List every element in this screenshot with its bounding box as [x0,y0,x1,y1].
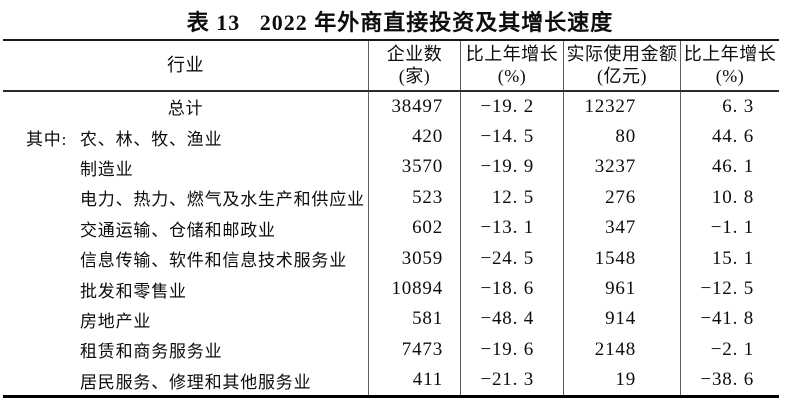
amount-value: 12327 [564,91,681,122]
enterprises-value: 3059 [369,243,461,274]
enterprises-growth-value: 12. 5 [461,182,564,214]
enterprises-growth-value: −14. 5 [461,121,564,153]
enterprises-growth-value: −19. 9 [461,152,564,183]
amount-value: 914 [564,304,681,335]
industry-cell: 电力、热力、燃气及水生产和供应业 [3,182,369,214]
amount-value: 19 [564,365,681,396]
enterprises-growth-value: −48. 4 [461,304,564,335]
enterprises-growth-value: −19. 2 [461,91,564,122]
col-unit-growth2: (%) [715,66,745,86]
table-row: 信息传输、软件和信息技术服务业 3059 −24. 5 1548 15. 1 [3,243,779,274]
amount-growth-value: −1. 1 [710,217,754,239]
table-row: 电力、热力、燃气及水生产和供应业 523 12. 5 276 10. 8 [3,182,779,214]
amount-value: 3237 [564,152,681,183]
header-row: 行业 企业数 (家) 比上年增长 (%) 实际使用金额 (亿元) 比上年增长 (… [3,40,779,92]
table-row: 制造业 3570 −19. 9 3237 46. 1 [3,152,779,183]
qizhong-prefix: 其中: [26,129,68,149]
enterprises-value: 581 [369,304,461,335]
industry-cell: 总计 [3,91,369,122]
enterprises-value: 38497 [369,91,461,122]
enterprises-growth-value: −21. 3 [461,365,564,396]
industry-cell: 信息传输、软件和信息技术服务业 [3,243,369,274]
table-row: 总计 38497 −19. 2 12327 6. 3 [3,91,779,122]
col-label-amount: 实际使用金额 [566,44,678,64]
enterprises-growth-value: −19. 6 [461,334,564,366]
enterprises-value: 411 [369,365,461,396]
industry-cell: 批发和零售业 [3,273,369,305]
industry-cell: 其中: 农、林、牧、渔业 [3,121,369,153]
header-cell-enterprises: 企业数 (家) [369,40,461,90]
header-cell-growth2: 比上年增长 (%) [681,41,779,90]
col-label-growth1: 比上年增长 [465,44,559,64]
industry-cell: 制造业 [3,152,369,183]
enterprises-value: 602 [369,213,461,244]
industry-name: 农、林、牧、渔业 [80,129,223,149]
amount-growth-value: 46. 1 [712,156,754,178]
table-row: 交通运输、仓储和邮政业 602 −13. 1 347 −1. 1 [3,213,779,244]
enterprises-value: 7473 [369,334,461,366]
table-row: 批发和零售业 10894 −18. 6 961 −12. 5 [3,273,779,305]
amount-growth-value: −38. 6 [700,369,754,391]
table-row: 居民服务、修理和其他服务业 411 −21. 3 19 −38. 6 [3,365,779,396]
enterprises-growth-value: −18. 6 [461,273,564,305]
amount-value: 80 [564,121,681,153]
col-unit-growth1: (%) [497,66,527,86]
amount-value: 2148 [564,334,681,366]
enterprises-value: 10894 [369,273,461,305]
table-row: 房地产业 581 −48. 4 914 −41. 8 [3,304,779,335]
amount-growth-value: −2. 1 [710,338,754,360]
col-unit-enterprises: (家) [398,66,431,86]
header-cell-amount: 实际使用金额 (亿元) [564,40,681,90]
amount-value: 961 [564,273,681,305]
industry-cell: 居民服务、修理和其他服务业 [3,365,369,396]
amount-growth-value: −41. 8 [700,308,754,330]
enterprises-growth-value: −13. 1 [461,213,564,244]
enterprises-value: 420 [369,121,461,153]
amount-growth-value: 44. 6 [712,126,754,148]
enterprises-value: 3570 [369,152,461,183]
header-cell-industry: 行业 [3,40,369,90]
fdi-table: 行业 企业数 (家) 比上年增长 (%) 实际使用金额 (亿元) 比上年增长 (… [3,38,779,399]
page-title: 表 13 2022 年外商直接投资及其增长速度 [186,10,614,35]
amount-value: 1548 [564,243,681,274]
col-label-industry: 行业 [167,55,204,75]
header-cell-growth1: 比上年增长 (%) [461,40,564,90]
amount-growth-value: −12. 5 [700,278,754,300]
col-label-growth2: 比上年增长 [683,44,777,64]
table-row: 其中: 农、林、牧、渔业 420 −14. 5 80 44. 6 [3,121,779,153]
amount-value: 347 [564,213,681,244]
col-label-enterprises: 企业数 [386,44,443,64]
amount-growth-value: 10. 8 [712,186,754,208]
amount-growth-value: 6. 3 [722,95,754,117]
industry-cell: 交通运输、仓储和邮政业 [3,213,369,244]
enterprises-growth-value: −24. 5 [461,243,564,274]
industry-cell: 租赁和商务服务业 [3,334,369,366]
industry-cell: 房地产业 [3,304,369,335]
enterprises-value: 523 [369,182,461,214]
col-unit-amount: (亿元) [597,66,647,86]
table-row: 租赁和商务服务业 7473 −19. 6 2148 −2. 1 [3,334,779,366]
amount-growth-value: 15. 1 [712,247,754,269]
amount-value: 276 [564,182,681,214]
